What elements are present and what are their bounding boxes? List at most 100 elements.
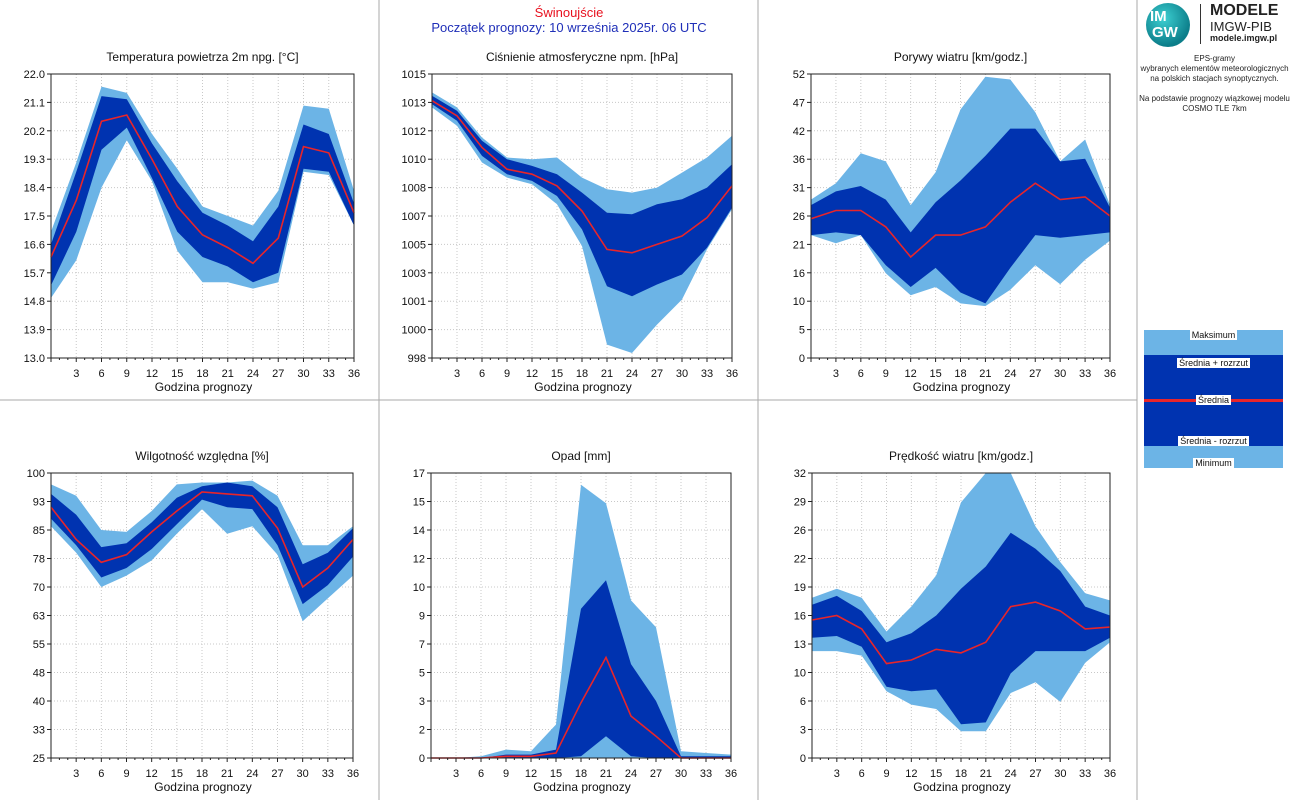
x-axis-label: Godzina prognozy <box>533 780 630 794</box>
chart-title: Temperatura powietrza 2m npg. [°C] <box>106 50 298 64</box>
y-tick-label: 26 <box>794 525 806 537</box>
y-tick-label: 15.7 <box>24 268 45 280</box>
info-text: EPS-gramy wybranych elementów meteorolog… <box>1138 54 1291 114</box>
x-tick-label: 36 <box>347 768 359 780</box>
y-tick-label: 22 <box>794 554 806 566</box>
y-tick-label: 26 <box>793 211 805 223</box>
x-tick-label: 30 <box>1054 768 1066 780</box>
x-axis-label: Godzina prognozy <box>154 780 251 794</box>
x-tick-label: 27 <box>650 768 662 780</box>
x-tick-label: 24 <box>1005 768 1017 780</box>
x-tick-label: 12 <box>905 368 917 380</box>
y-tick-label: 0 <box>419 753 425 765</box>
x-tick-label: 24 <box>625 768 637 780</box>
info-line: Na podstawie prognozy wiązkowej modelu <box>1139 94 1290 103</box>
y-tick-label: 47 <box>793 97 805 109</box>
band-spread <box>812 532 1110 725</box>
x-tick-label: 33 <box>323 368 335 380</box>
x-tick-label: 21 <box>221 768 233 780</box>
y-tick-label: 14 <box>413 525 425 537</box>
y-tick-label: 1000 <box>402 325 426 337</box>
x-tick-label: 36 <box>348 368 360 380</box>
station-name: Świnoujście <box>534 5 604 20</box>
y-tick-label: 17 <box>413 468 425 480</box>
x-tick-label: 12 <box>526 368 538 380</box>
y-tick-label: 85 <box>33 525 45 537</box>
x-tick-label: 36 <box>726 368 738 380</box>
y-tick-label: 1007 <box>402 211 426 223</box>
x-tick-label: 15 <box>930 768 942 780</box>
mean-line <box>50 114 355 265</box>
y-tick-label: 1012 <box>402 126 426 138</box>
info-line: EPS-gramy <box>1194 54 1235 63</box>
y-tick-label: 1008 <box>402 183 426 195</box>
info-spacer <box>1138 84 1291 94</box>
y-tick-label: 0 <box>799 353 805 365</box>
legend-mean-plus-text: Średnia + rozrzut <box>1177 358 1250 368</box>
y-tick-label: 21 <box>793 239 805 251</box>
x-tick-label: 6 <box>858 368 864 380</box>
y-tick-label: 19 <box>794 582 806 594</box>
legend-min-text: Minimum <box>1193 458 1234 468</box>
y-tick-label: 1010 <box>402 154 426 166</box>
logo-title: MODELE <box>1210 2 1279 19</box>
legend-min-label: Minimum <box>1144 458 1283 468</box>
x-tick-label: 3 <box>834 768 840 780</box>
x-tick-label: 24 <box>626 368 638 380</box>
legend-mean-text: Średnia <box>1195 395 1232 405</box>
band-spread <box>51 482 353 605</box>
y-tick-label: 9 <box>419 611 425 623</box>
x-tick-label: 33 <box>1079 368 1091 380</box>
legend-mean-label: Średnia <box>1144 395 1283 405</box>
info-line: na polskich stacjach synoptycznych. <box>1150 74 1279 83</box>
y-tick-label: 36 <box>793 154 805 166</box>
x-tick-label: 30 <box>297 768 309 780</box>
x-tick-label: 9 <box>503 768 509 780</box>
band-spread <box>811 128 1110 304</box>
logo-letters-top: IM <box>1150 8 1167 25</box>
imgw-logo[interactable]: IM GW MODELE IMGW-PIB modele.imgw.pl <box>1140 0 1291 48</box>
y-tick-label: 1001 <box>402 296 426 308</box>
x-tick-label: 9 <box>883 368 889 380</box>
logo-url: modele.imgw.pl <box>1210 33 1278 43</box>
y-tick-label: 1015 <box>402 69 426 81</box>
x-tick-label: 27 <box>651 368 663 380</box>
y-tick-label: 1003 <box>402 268 426 280</box>
y-tick-label: 13.9 <box>24 325 45 337</box>
y-tick-label: 22.0 <box>24 69 45 81</box>
x-axis-label: Godzina prognozy <box>155 380 252 394</box>
x-tick-label: 6 <box>98 368 104 380</box>
chart-title: Prędkość wiatru [km/godz.] <box>889 449 1033 463</box>
y-tick-label: 17.5 <box>24 211 45 223</box>
y-tick-label: 6 <box>800 696 806 708</box>
y-tick-label: 21.1 <box>24 97 45 109</box>
x-axis-label: Godzina prognozy <box>534 380 631 394</box>
x-tick-label: 3 <box>73 368 79 380</box>
y-tick-label: 3 <box>800 725 806 737</box>
x-tick-label: 27 <box>271 768 283 780</box>
x-tick-label: 3 <box>833 368 839 380</box>
x-tick-label: 12 <box>525 768 537 780</box>
y-tick-label: 13 <box>794 639 806 651</box>
x-tick-label: 18 <box>196 768 208 780</box>
x-tick-label: 30 <box>1054 368 1066 380</box>
x-tick-label: 6 <box>479 368 485 380</box>
y-tick-label: 29 <box>794 497 806 509</box>
y-tick-label: 20.2 <box>24 126 45 138</box>
y-tick-label: 25 <box>33 753 45 765</box>
y-tick-label: 70 <box>33 582 45 594</box>
x-tick-label: 3 <box>454 368 460 380</box>
x-tick-label: 12 <box>905 768 917 780</box>
y-tick-label: 52 <box>793 69 805 81</box>
mean-line <box>811 601 1111 665</box>
legend-mean-minus-text: Średnia - rozrzut <box>1178 436 1249 446</box>
x-tick-label: 15 <box>171 368 183 380</box>
y-tick-label: 16 <box>793 268 805 280</box>
x-tick-label: 21 <box>600 768 612 780</box>
y-tick-label: 998 <box>408 353 426 365</box>
x-tick-label: 33 <box>1079 768 1091 780</box>
info-line: wybranych elementów meteorologicznych <box>1140 64 1289 73</box>
panel-frames <box>0 0 1138 800</box>
x-tick-label: 6 <box>478 768 484 780</box>
x-tick-label: 30 <box>675 768 687 780</box>
